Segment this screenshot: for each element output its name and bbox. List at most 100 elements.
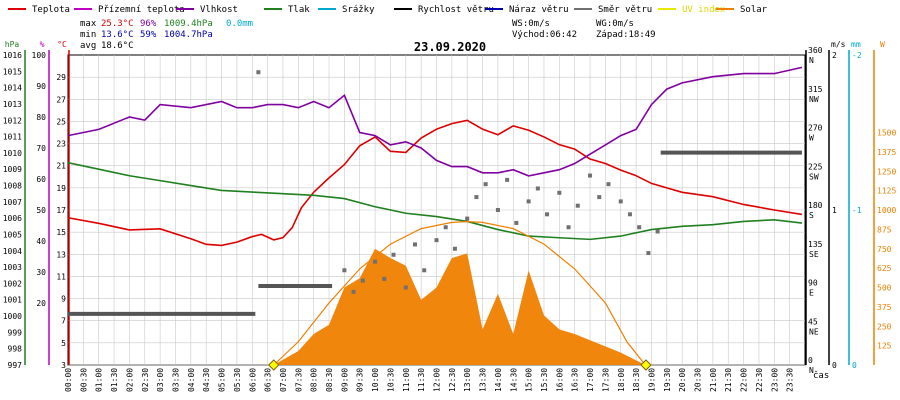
- x-axis-tick: 18:30: [632, 368, 641, 392]
- left-axis-tick: 11: [56, 272, 66, 281]
- x-axis-tick: 13:00: [463, 368, 472, 392]
- left-axis-tick: 30: [36, 268, 46, 277]
- wind-direction-point: [342, 268, 347, 273]
- x-axis-tick: 04:00: [187, 368, 196, 392]
- stat-sunset: Západ:18:49: [596, 30, 656, 40]
- x-axis-tick: 15:30: [540, 368, 549, 392]
- wind-direction-point: [452, 246, 457, 251]
- stat-min-hum: 59%: [140, 30, 157, 40]
- sun-marker: [640, 359, 652, 371]
- left-axis-tick: 1016: [3, 51, 22, 60]
- stat-max-label: max: [80, 19, 97, 29]
- stat-avg-temp: 18.6°C: [101, 41, 134, 51]
- wind-direction-point: [495, 208, 500, 212]
- legend-label: Vlhkost: [200, 5, 238, 15]
- left-axis-tick: 20: [36, 299, 46, 308]
- left-axis-tick: 1012: [3, 116, 22, 125]
- wind-direction-point: [443, 225, 448, 230]
- plot-area: [67, 66, 803, 371]
- left-axis-tick: 70: [36, 144, 46, 153]
- right-axis-tick: 1000: [877, 206, 896, 215]
- stat-min-temp: 13.6°C: [101, 30, 134, 40]
- x-axis-tick: 06:00: [248, 368, 257, 392]
- right-axis-tick: 45: [808, 317, 818, 326]
- wind-direction-point: [597, 195, 602, 200]
- x-axis-tick: 16:30: [571, 368, 580, 392]
- x-axis-tick: 14:30: [509, 368, 518, 392]
- wind-direction-point: [535, 186, 540, 191]
- wind-direction-point: [256, 70, 261, 75]
- x-axis-tick: 15:00: [525, 368, 534, 392]
- x-axis-tick: 04:30: [202, 368, 211, 392]
- left-axis-tick: 1011: [3, 133, 22, 142]
- legend-label: Směr větru: [598, 5, 652, 15]
- left-axis-tick: 999: [8, 328, 23, 337]
- stat-ws: WS:0m/s: [512, 19, 550, 29]
- stat-max-hum: 96%: [140, 19, 157, 29]
- right-axes: 0N45NE90E135SE180S225SW270W315NW360Nm/s0…: [805, 40, 896, 375]
- x-axis-tick: 08:00: [310, 368, 319, 392]
- right-axis-tick: 0: [808, 356, 813, 365]
- right-axis-tick: 90: [808, 279, 818, 288]
- wind-direction-point: [434, 238, 439, 243]
- wind-direction-point: [373, 259, 378, 264]
- wind-direction-point: [627, 212, 632, 217]
- wind-direction-point: [606, 182, 611, 187]
- left-axis-tick: 5: [61, 339, 66, 348]
- legend-label: Solar: [740, 5, 768, 15]
- left-axis-tick: 100: [32, 51, 47, 60]
- wind-direction-point: [655, 229, 660, 234]
- left-axis-tick: 1014: [3, 84, 22, 93]
- left-axes: hPa9979989991000100110021003100410051006…: [3, 40, 70, 370]
- x-axis-tick: 11:00: [402, 368, 411, 392]
- x-axis-tick: 21:00: [709, 368, 718, 392]
- x-axis-tick: 20:00: [678, 368, 687, 392]
- chart-title: 23.09.2020: [414, 40, 486, 54]
- stat-max-temp: 25.3°C: [101, 19, 134, 29]
- left-axis-tick: 1002: [3, 279, 22, 288]
- stat-sunrise: Východ:06:42: [512, 30, 577, 40]
- right-axis-tick: 875: [877, 225, 892, 234]
- legend-label: Tlak: [288, 5, 310, 15]
- right-axis-tick: NE: [809, 327, 819, 336]
- x-axis-tick: 19:30: [663, 368, 672, 392]
- x-axis-tick: 02:30: [141, 368, 150, 392]
- right-axis-unit: m/s: [831, 40, 846, 49]
- x-axis-tick: 17:30: [601, 368, 610, 392]
- x-axis-tick: 09:30: [356, 368, 365, 392]
- left-axis-tick: 23: [56, 140, 66, 149]
- legend-label: Přízemní teplota: [98, 5, 185, 15]
- left-axis-tick: 60: [36, 175, 46, 184]
- right-axis-tick: SW: [809, 172, 819, 181]
- x-axis-tick: 23:30: [786, 368, 795, 392]
- x-axis-tick: 17:00: [586, 368, 595, 392]
- x-axis-tick: 01:00: [95, 368, 104, 392]
- x-axis-tick: 05:00: [218, 368, 227, 392]
- wind-direction-point: [557, 190, 562, 195]
- right-axis-tick: NW: [809, 95, 819, 104]
- wind-direction-point: [505, 177, 510, 182]
- right-axis-tick: SE: [809, 250, 819, 259]
- right-axis-tick: W: [809, 134, 814, 143]
- left-axis-tick: 13: [56, 250, 66, 259]
- right-axis-unit: mm: [851, 40, 861, 49]
- left-axis-tick: 1015: [3, 67, 22, 76]
- right-axis-tick: -1: [852, 206, 862, 215]
- x-axis-tick: 03:00: [156, 368, 165, 392]
- wind-direction-point: [403, 285, 408, 290]
- wind-direction-point: [575, 203, 580, 208]
- x-axis-tick: 01:30: [110, 368, 119, 392]
- x-axis-tick: 10:30: [386, 368, 395, 392]
- right-axis-tick: 270: [808, 124, 823, 133]
- left-axis-tick: 25: [56, 117, 66, 126]
- left-axis-tick: 17: [56, 206, 66, 215]
- wind-direction-point: [474, 195, 479, 200]
- stat-wg: WG:0m/s: [596, 19, 634, 29]
- series-line: [67, 161, 803, 241]
- left-axis-tick: 1007: [3, 198, 22, 207]
- wind-direction-point: [545, 212, 550, 217]
- right-axis-tick: 135: [808, 240, 823, 249]
- x-axis-tick: 09:00: [340, 368, 349, 392]
- right-axis-tick: 1: [832, 206, 837, 215]
